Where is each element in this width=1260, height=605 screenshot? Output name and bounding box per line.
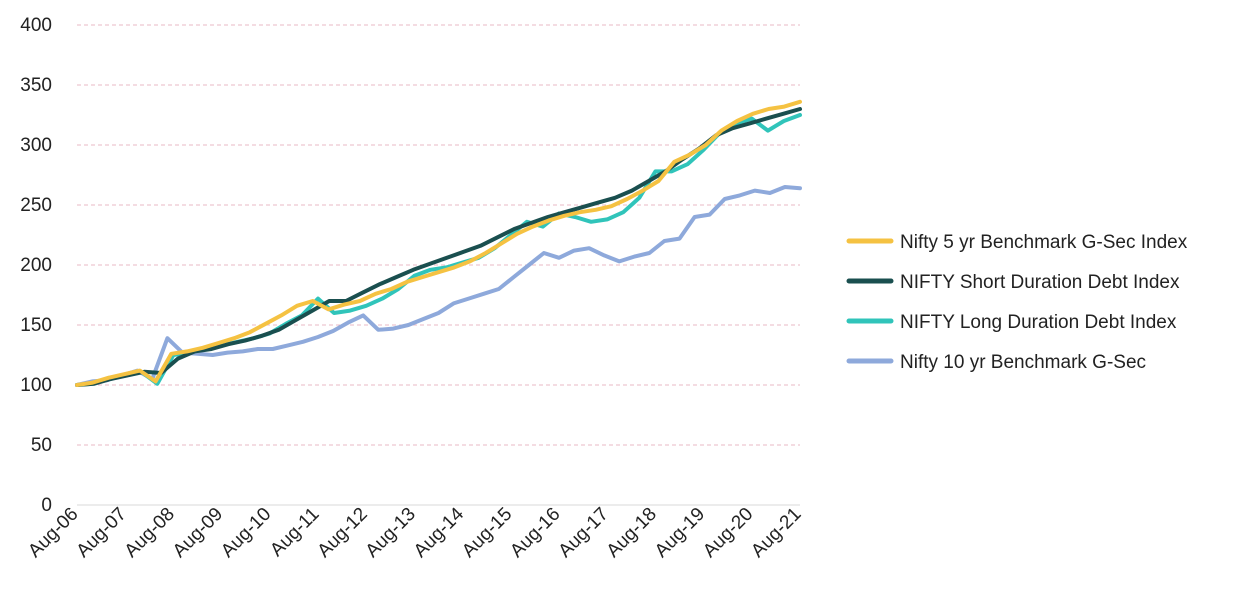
x-tick-label: Aug-13 bbox=[362, 504, 420, 562]
legend-label: NIFTY Short Duration Debt Index bbox=[900, 272, 1180, 293]
y-tick-label: 150 bbox=[20, 315, 52, 336]
x-tick-label: Aug-21 bbox=[747, 504, 805, 562]
x-tick-label: Aug-15 bbox=[458, 504, 516, 562]
x-tick-label: Aug-10 bbox=[217, 504, 275, 562]
y-tick-label: 350 bbox=[20, 75, 52, 96]
x-tick-label: Aug-11 bbox=[266, 504, 323, 561]
y-axis-ticks: 0 50 100 150 200 250 300 350 400 bbox=[20, 15, 52, 516]
y-tick-label: 200 bbox=[20, 255, 52, 276]
series-line-4 bbox=[75, 185, 802, 387]
x-tick-label: Aug-20 bbox=[699, 504, 757, 562]
x-axis-ticks: Aug-06Aug-07Aug-08Aug-09Aug-10Aug-11Aug-… bbox=[24, 503, 805, 561]
x-tick-label: Aug-09 bbox=[169, 504, 227, 562]
y-tick-label: 0 bbox=[41, 495, 52, 516]
x-tick-label: Aug-08 bbox=[121, 504, 179, 562]
series-line-1 bbox=[75, 99, 802, 387]
legend-label: NIFTY Long Duration Debt Index bbox=[900, 312, 1177, 333]
x-tick-label: Aug-18 bbox=[603, 504, 661, 562]
x-tick-label: Aug-14 bbox=[410, 503, 468, 561]
series-lines bbox=[75, 99, 802, 387]
y-tick-label: 100 bbox=[20, 375, 52, 396]
series-line-2 bbox=[75, 107, 802, 387]
x-tick-label: Aug-16 bbox=[506, 504, 564, 562]
x-tick-label: Aug-07 bbox=[73, 504, 131, 562]
legend: Nifty 5 yr Benchmark G-Sec Index NIFTY Sh… bbox=[846, 232, 1188, 373]
x-tick-label: Aug-17 bbox=[555, 504, 613, 562]
x-tick-label: Aug-06 bbox=[24, 504, 82, 562]
gridlines bbox=[77, 24, 800, 446]
x-tick-label: Aug-19 bbox=[651, 504, 709, 562]
legend-label: Nifty 10 yr Benchmark G-Sec bbox=[900, 352, 1146, 373]
y-tick-label: 300 bbox=[20, 135, 52, 156]
y-tick-label: 50 bbox=[31, 435, 52, 456]
y-tick-label: 400 bbox=[20, 15, 52, 36]
legend-label: Nifty 5 yr Benchmark G-Sec Index bbox=[900, 232, 1188, 253]
y-tick-label: 250 bbox=[20, 195, 52, 216]
x-tick-label: Aug-12 bbox=[314, 504, 372, 562]
